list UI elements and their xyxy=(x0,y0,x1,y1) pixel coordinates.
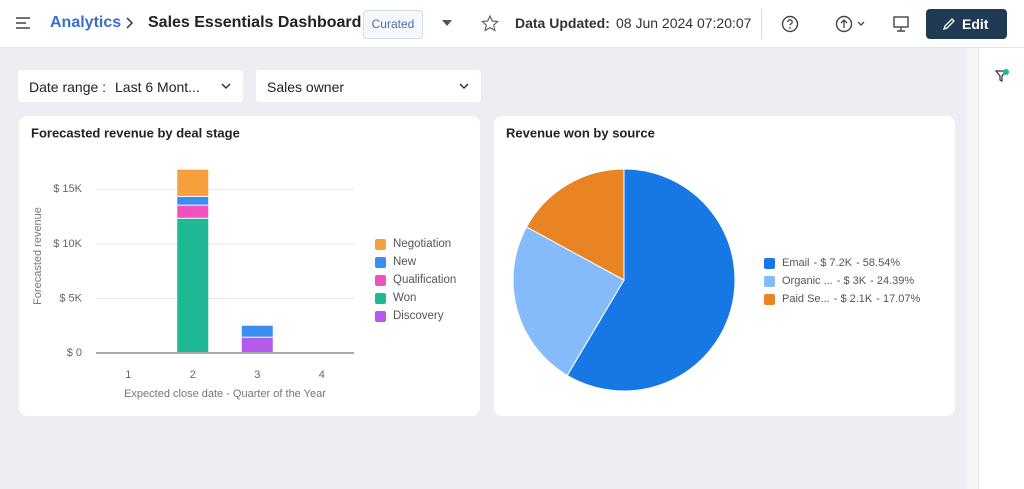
bar-segment xyxy=(241,337,273,352)
legend-swatch xyxy=(375,239,386,250)
bar-chart: Forecasted revenue by deal stage Forecas… xyxy=(31,125,456,400)
bar-segment xyxy=(177,205,209,218)
legend-swatch xyxy=(375,293,386,304)
legend-label: Qualification xyxy=(393,274,456,286)
legend-amount: $ 2.1K xyxy=(834,293,872,305)
owner-filter[interactable]: Sales owner xyxy=(256,70,481,102)
edit-label: Edit xyxy=(962,16,989,32)
legend-amount: $ 3K xyxy=(837,275,866,287)
legend-swatch xyxy=(375,311,386,322)
x-axis-label: Expected close date - Quarter of the Yea… xyxy=(124,388,326,400)
legend-swatch xyxy=(764,257,775,269)
x-tick-label: 2 xyxy=(190,369,196,381)
x-tick-label: 4 xyxy=(319,369,325,381)
dashboard-title: Sales Essentials Dashboard xyxy=(148,14,362,31)
scroll-strip xyxy=(967,48,978,489)
legend-label: Email xyxy=(782,257,810,269)
legend-swatch xyxy=(764,275,775,287)
filter-value: Last 6 Mont... xyxy=(115,79,200,95)
legend-label: New xyxy=(393,256,417,268)
bar-segment xyxy=(177,169,209,196)
caret xyxy=(459,83,469,90)
sidebar xyxy=(978,48,1024,489)
filter-label: Sales owner xyxy=(267,79,345,95)
pencil-icon xyxy=(942,18,955,31)
share-icon[interactable] xyxy=(835,15,867,33)
legend-percent: 17.07% xyxy=(876,293,920,305)
legend-swatch xyxy=(375,257,386,268)
help-icon[interactable] xyxy=(781,15,799,33)
legend-label: Discovery xyxy=(393,310,444,322)
chart-title: Forecasted revenue by deal stage xyxy=(31,125,240,140)
legend-item: Email $ 7.2K 58.54% xyxy=(764,254,924,272)
caret xyxy=(221,83,231,90)
pie-chart: Revenue won by source xyxy=(506,125,736,392)
breadcrumb[interactable]: Analytics xyxy=(50,14,122,31)
legend-swatch xyxy=(764,293,775,305)
y-axis-label: Forecasted revenue xyxy=(32,207,44,305)
pie-slice xyxy=(512,226,625,377)
divider xyxy=(761,9,762,39)
y-tick-label: $ 10K xyxy=(53,238,82,250)
date-filter[interactable]: Date range : Last 6 Mont... xyxy=(18,70,243,102)
legend-item: Organic ... $ 3K 24.39% xyxy=(764,272,924,290)
legend-swatch xyxy=(375,275,386,286)
legend-item: Paid Se... $ 2.1K 17.07% xyxy=(764,290,924,308)
legend-percent: 24.39% xyxy=(870,275,914,287)
legend-label: Paid Se... xyxy=(782,293,830,305)
filter-icon[interactable] xyxy=(994,68,1010,84)
legend-label: Won xyxy=(393,292,416,304)
chevron xyxy=(126,17,134,29)
pie-slice xyxy=(525,168,625,281)
header: Analytics Sales Essentials Dashboard Cur… xyxy=(0,0,1024,48)
star-icon[interactable] xyxy=(481,15,499,32)
filter-label: Date range : xyxy=(29,79,107,95)
badge: Curated xyxy=(363,10,423,39)
y-tick-label: $ 0 xyxy=(67,347,82,359)
y-tick-label: $ 5K xyxy=(59,292,82,304)
bar-segment xyxy=(241,325,273,337)
legend: Email $ 7.2K 58.54% Organic ... $ 3K 24.39% Pa… xyxy=(764,254,924,308)
legend-percent: 58.54% xyxy=(856,257,900,269)
pie-card: Revenue won by source Email $ 7.2K 58.54% O… xyxy=(494,116,955,416)
legend-amount: $ 7.2K xyxy=(814,257,852,269)
bar-segment xyxy=(177,218,209,352)
x-tick-label: 3 xyxy=(254,369,260,381)
edit-button[interactable]: Edit xyxy=(926,9,1007,39)
menu-icon[interactable] xyxy=(15,16,31,30)
updated-value: 08 Jun 2024 07:20:07 xyxy=(616,15,752,31)
bar-card: Forecasted revenue by deal stage Forecas… xyxy=(19,116,480,416)
present-icon[interactable] xyxy=(892,15,910,33)
bar-segment xyxy=(177,196,209,205)
pie-slice xyxy=(566,168,736,392)
legend-label: Negotiation xyxy=(393,238,451,250)
dropdown-icon[interactable] xyxy=(441,19,453,27)
legend-label: Organic ... xyxy=(782,275,833,287)
updated-label: Data Updated: xyxy=(515,15,610,31)
y-tick-label: $ 15K xyxy=(53,183,82,195)
x-tick-label: 1 xyxy=(125,369,131,381)
chart-title: Revenue won by source xyxy=(506,125,655,140)
